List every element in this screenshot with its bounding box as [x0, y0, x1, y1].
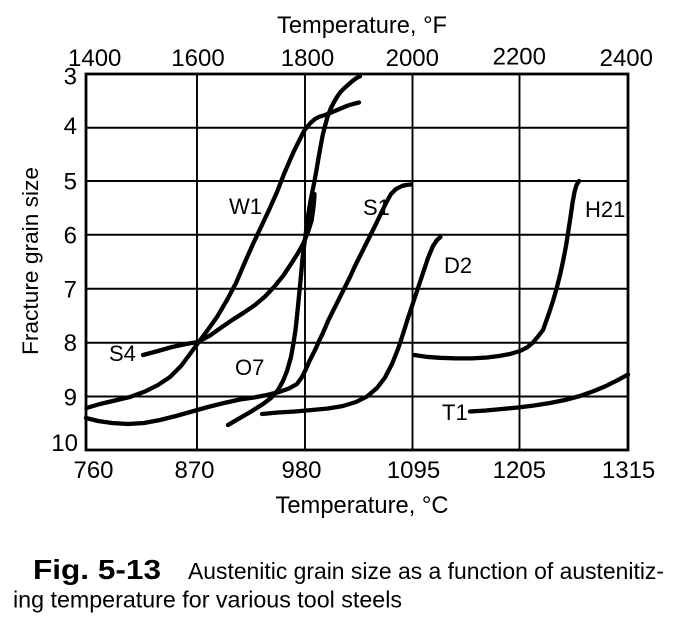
svg-text:5: 5 — [64, 169, 77, 196]
svg-text:760: 760 — [73, 457, 113, 484]
svg-text:Fracture grain size: Fracture grain size — [18, 167, 43, 355]
svg-text:1400: 1400 — [68, 45, 121, 72]
svg-text:6: 6 — [64, 222, 77, 249]
svg-text:980: 980 — [281, 457, 321, 484]
svg-text:10: 10 — [51, 430, 78, 457]
svg-text:Temperature, °C: Temperature, °C — [276, 492, 449, 519]
svg-text:1800: 1800 — [281, 45, 334, 72]
svg-text:2400: 2400 — [600, 45, 653, 72]
svg-text:Austenitic grain size as a fun: Austenitic grain size as a function of a… — [188, 558, 664, 584]
svg-text:Fig. 5-13: Fig. 5-13 — [33, 554, 161, 585]
svg-text:1315: 1315 — [602, 457, 655, 484]
svg-text:2000: 2000 — [386, 45, 439, 72]
svg-text:H21: H21 — [585, 197, 625, 222]
svg-text:S1: S1 — [363, 195, 390, 220]
svg-text:Temperature, °F: Temperature, °F — [277, 12, 447, 39]
svg-text:9: 9 — [64, 385, 77, 412]
svg-text:2200: 2200 — [493, 44, 546, 71]
svg-text:4: 4 — [64, 113, 77, 140]
svg-text:1205: 1205 — [493, 457, 546, 484]
svg-text:ing temperature for various to: ing temperature for various tool steels — [13, 587, 402, 613]
svg-text:3: 3 — [64, 64, 77, 91]
svg-text:870: 870 — [174, 457, 214, 484]
svg-text:T1: T1 — [442, 400, 468, 425]
svg-text:W1: W1 — [229, 194, 262, 219]
svg-text:D2: D2 — [444, 253, 472, 278]
svg-text:1095: 1095 — [387, 457, 440, 484]
svg-text:8: 8 — [64, 330, 77, 357]
svg-text:1600: 1600 — [171, 45, 224, 72]
svg-text:S4: S4 — [109, 341, 136, 366]
svg-text:7: 7 — [64, 276, 77, 303]
svg-text:O7: O7 — [235, 355, 264, 380]
